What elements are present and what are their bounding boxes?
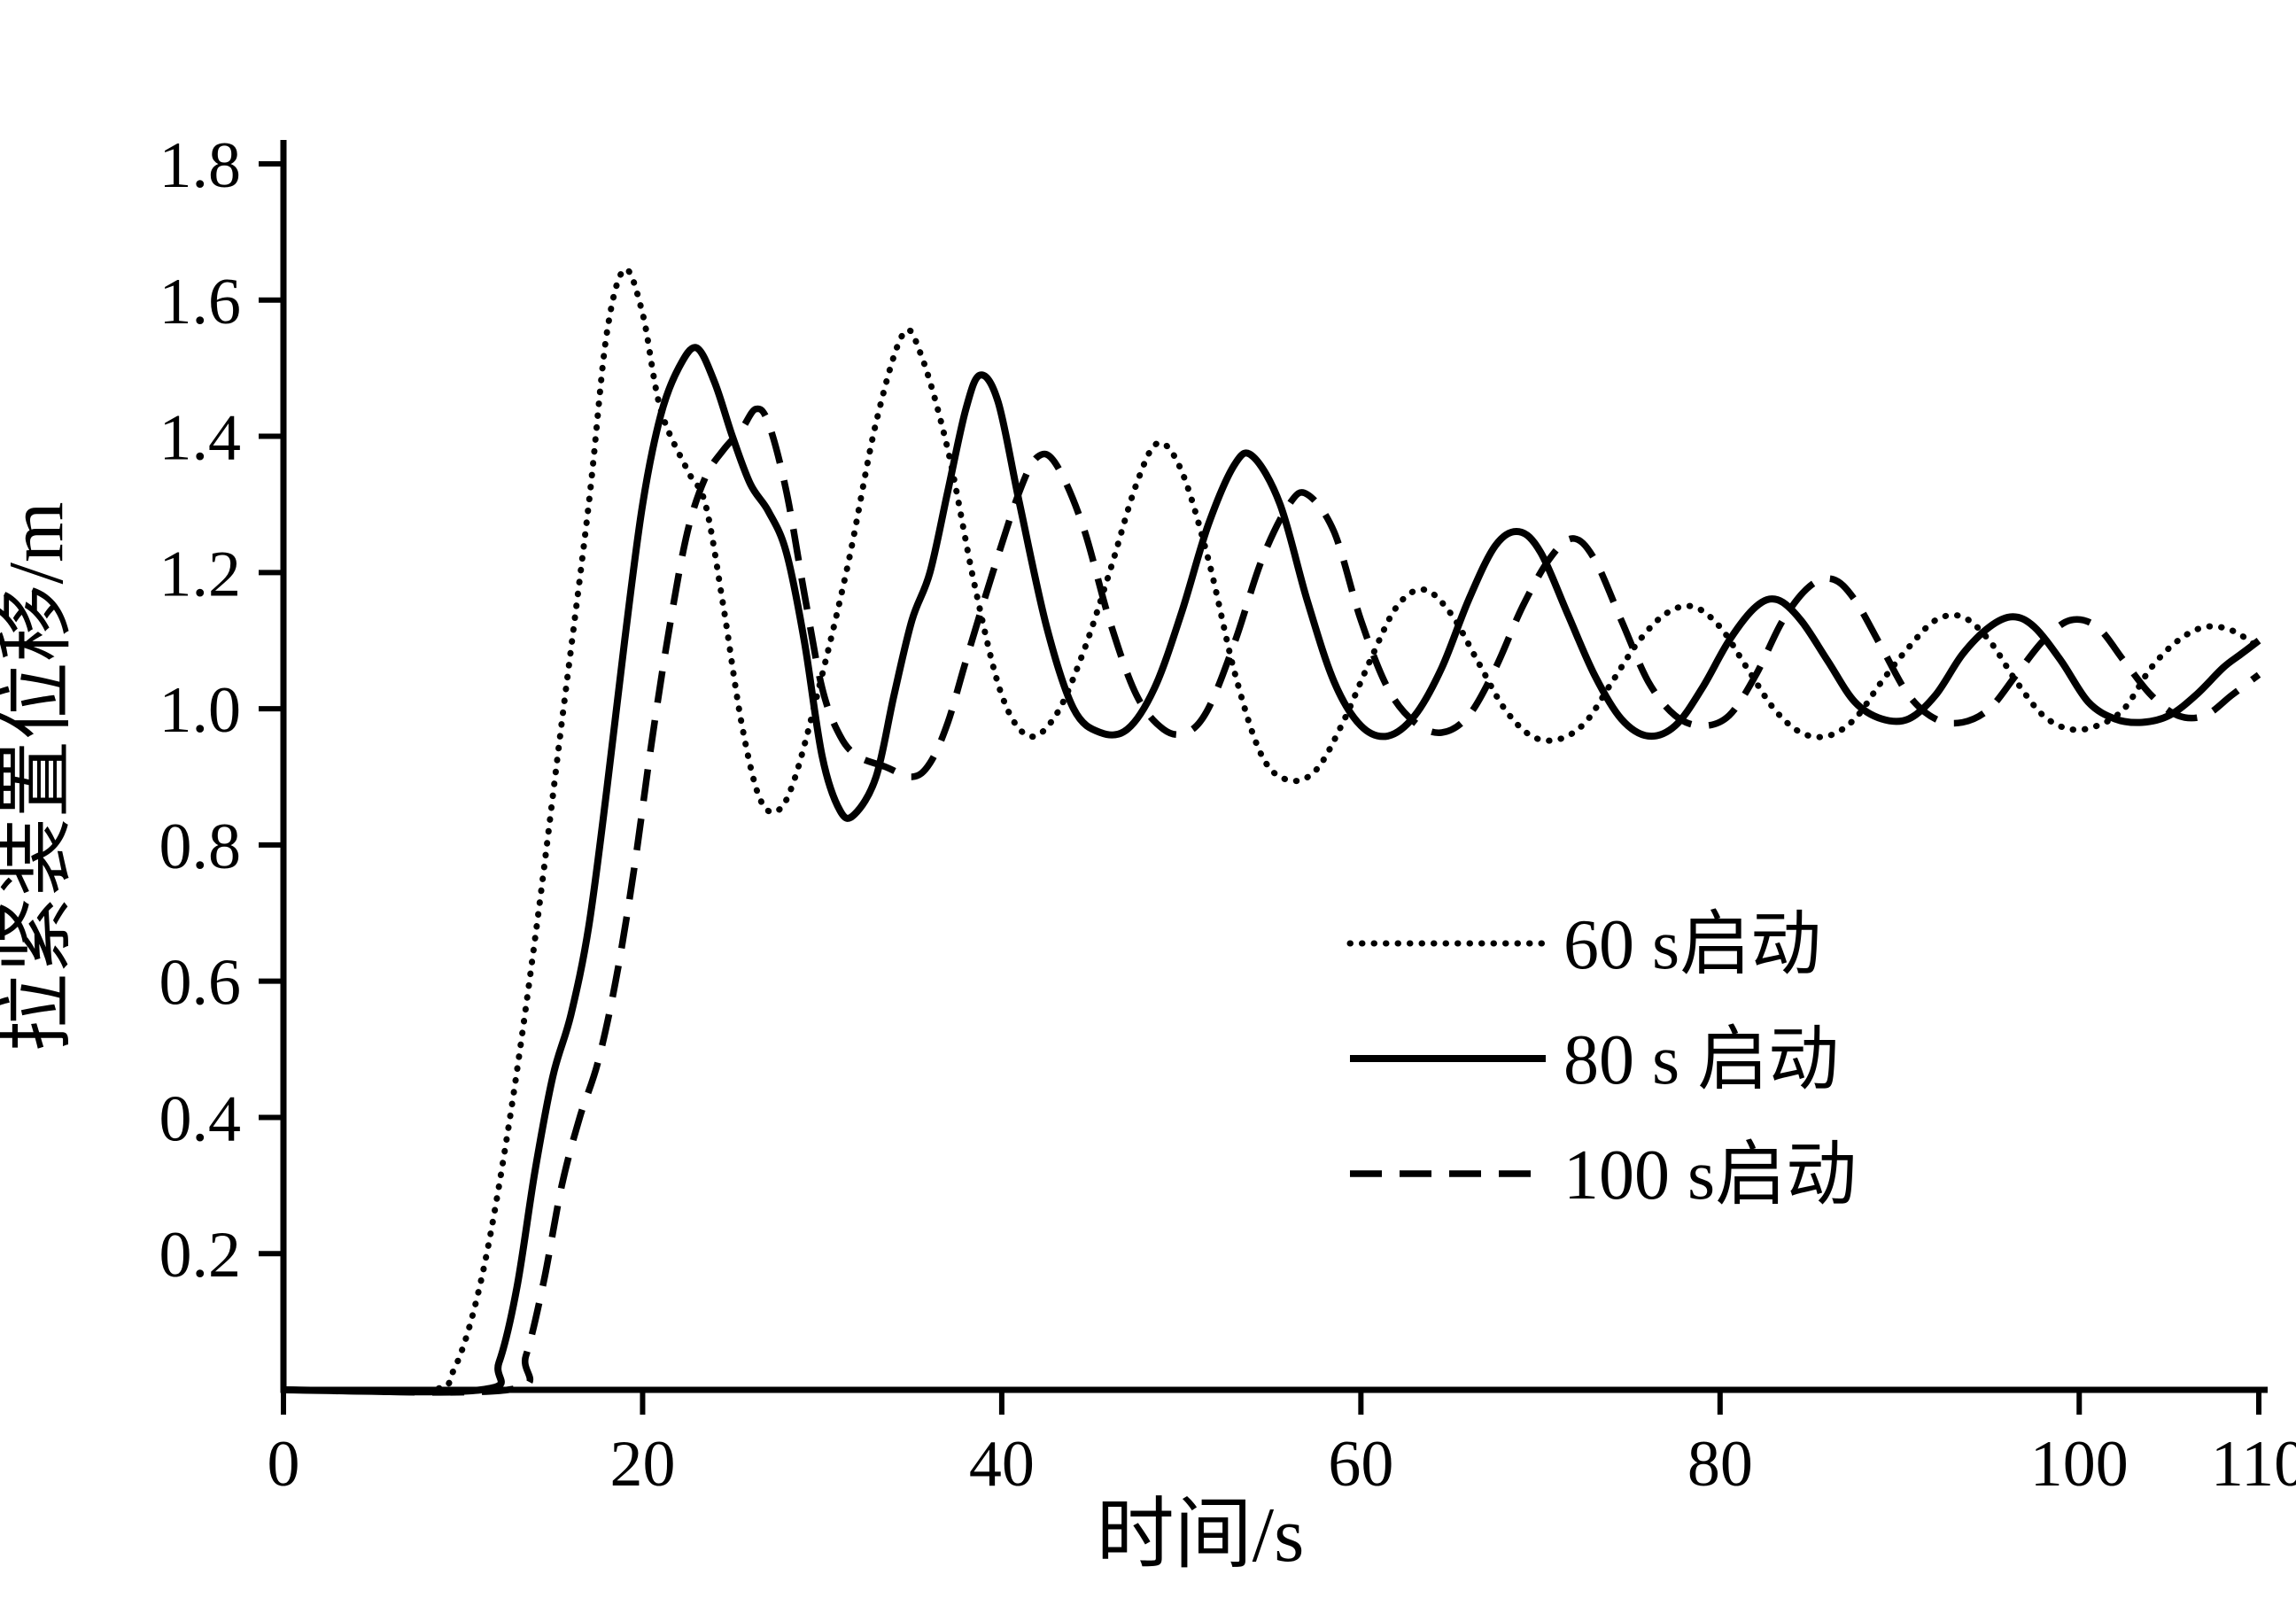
y-tick-label: 1.4 [159, 402, 242, 475]
y-tick-label: 1.2 [159, 538, 242, 610]
series-curves [280, 266, 2262, 1396]
y-tick-label: 0.8 [159, 811, 242, 883]
y-tick-label: 0.2 [159, 1219, 242, 1292]
x-tick-label: 60 [1328, 1428, 1393, 1501]
x-tick-label: 110 [2211, 1428, 2296, 1501]
y-tick-label: 1.8 [159, 129, 242, 202]
y-axis-title: 拉紧装置位移/m [0, 502, 80, 1052]
axes [280, 140, 2268, 1393]
legend-label-100s: 100 s启动 [1563, 1136, 1857, 1214]
legend-label-80s: 80 s 启动 [1563, 1021, 1839, 1099]
x-tick-label: 0 [268, 1428, 300, 1501]
tick-labels: 0.2 0.4 0.6 0.8 1.0 1.2 1.4 1.6 1.8 0 20 40 60 80 100 1… [159, 129, 2296, 1501]
y-tick-label: 1.6 [159, 266, 242, 338]
y-tick-label: 0.6 [159, 947, 242, 1020]
y-tick-label: 1.0 [159, 674, 242, 747]
x-axis-title: 时间/s [1097, 1493, 1305, 1579]
series-curve-solid [283, 344, 2261, 1396]
legend: 60 s启动 80 s 启动 100 s启动 [1346, 906, 1857, 1214]
legend-label-60s: 60 s启动 [1563, 906, 1821, 984]
x-tick-label: 20 [609, 1428, 675, 1501]
x-tick-label: 40 [969, 1428, 1035, 1501]
y-tick-label: 0.4 [159, 1082, 242, 1155]
series-curve-dotted [280, 266, 2262, 1395]
series-curve-dashed [283, 405, 2261, 1396]
x-tick-label: 80 [1687, 1428, 1753, 1501]
tick-marks [259, 161, 2261, 1415]
x-tick-label: 100 [2030, 1428, 2129, 1501]
